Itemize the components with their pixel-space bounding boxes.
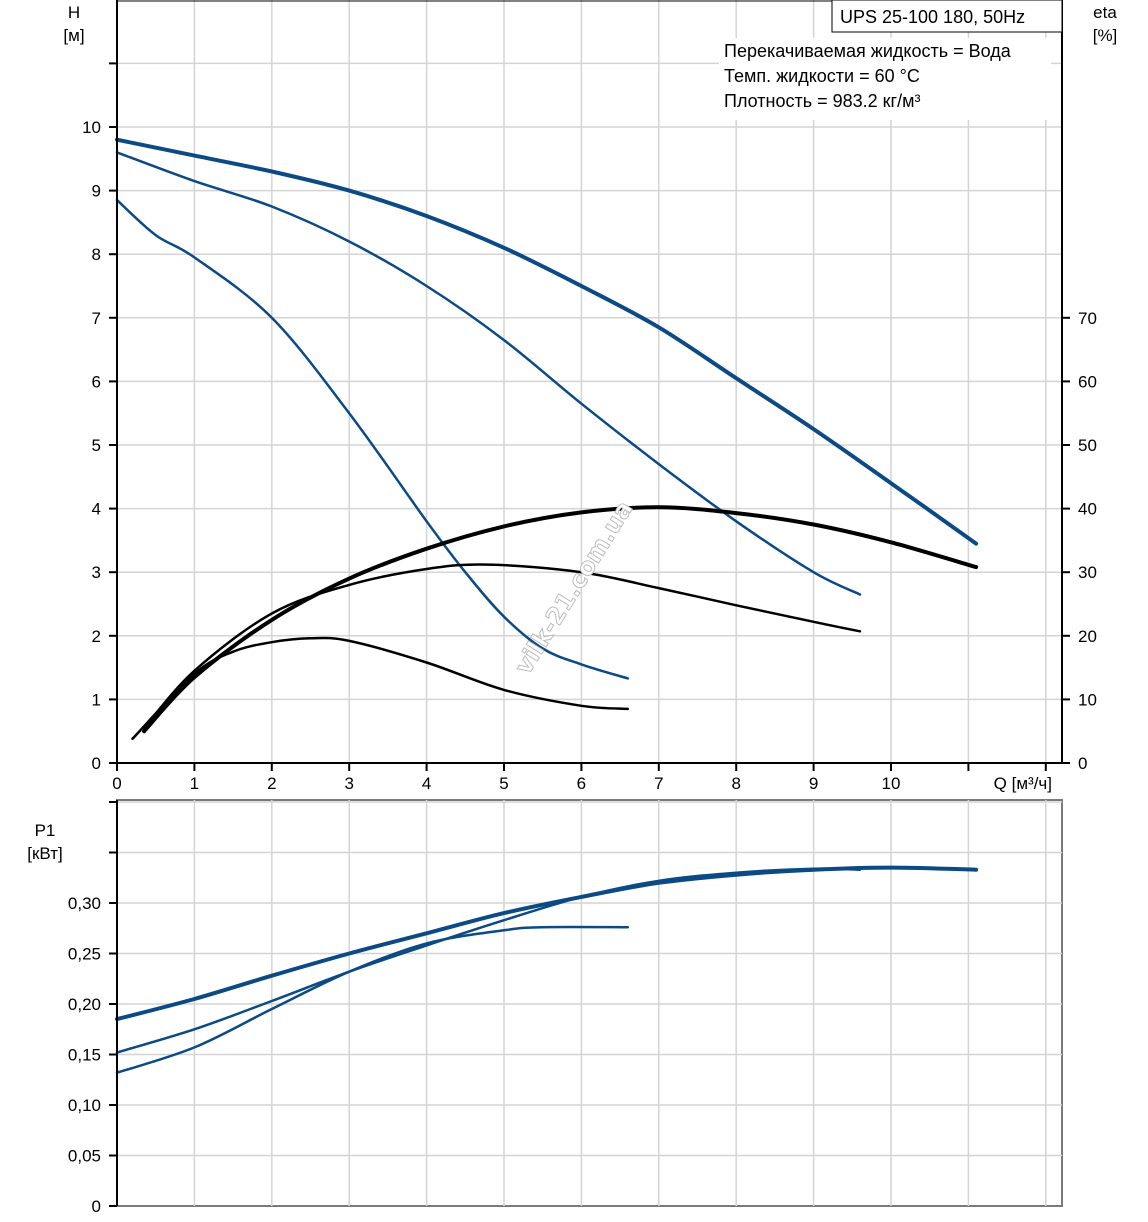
h-tick-label: 0	[92, 754, 101, 773]
p1-speed-1-curve	[115, 925, 630, 1074]
p1-axes: 0 0,05 0,10 0,15 0,20 0,25 0,30	[68, 800, 118, 1216]
h-tick-label: 6	[92, 372, 101, 391]
title-box	[831, 0, 1063, 33]
h-tick-label: 5	[92, 436, 101, 455]
info-box-bg	[719, 38, 1051, 120]
h-tick-label: 10	[82, 118, 101, 137]
eta-speed-2-curve	[142, 563, 862, 730]
eta-tick-label: 0	[1078, 754, 1087, 773]
p1-tick-label: 0,15	[68, 1046, 101, 1065]
h-tick-label: 3	[92, 563, 101, 582]
q-tick-label: 6	[577, 774, 586, 793]
p1-axis-title: P1	[35, 821, 56, 840]
eta-tick-label: 30	[1078, 563, 1097, 582]
q-axis-title: Q [м³/ч]	[994, 774, 1052, 793]
h-axis-title: H	[68, 3, 80, 22]
eta-tick-label: 40	[1078, 500, 1097, 519]
p1-plot-area	[116, 799, 1063, 1207]
q-tick-label: 7	[654, 774, 663, 793]
h-tick-label: 7	[92, 309, 101, 328]
eta-speed-3-curve	[142, 505, 979, 734]
q-tick-label: 8	[731, 774, 740, 793]
qh-series-group	[115, 137, 979, 741]
p1-series-group	[115, 865, 979, 1074]
h-axis-unit: [м]	[63, 26, 84, 45]
h-tick-label: 4	[92, 500, 101, 519]
h-tick-label: 2	[92, 627, 101, 646]
p1-tick-label: 0,30	[68, 894, 101, 913]
eta-tick-label: 60	[1078, 372, 1097, 391]
p1-grid	[116, 799, 1063, 1207]
eta-tick-label: 50	[1078, 436, 1097, 455]
eta-tick-label: 70	[1078, 309, 1097, 328]
q-tick-label: 0	[112, 774, 121, 793]
qh-axes: 0 1 2 3 4 5 6 7 8 9 10 0 10 20 30 40 50 60 70 0 1 2 3 4 5 6 7 8 9 10	[82, 0, 1097, 793]
p1-tick-label: 0	[92, 1197, 101, 1216]
p1-tick-label: 0,10	[68, 1096, 101, 1115]
q-tick-label: 10	[882, 774, 901, 793]
q-tick-label: 5	[499, 774, 508, 793]
chart-title: UPS 25-100 180, 50Hz	[840, 7, 1025, 27]
p1-tick-label: 0,05	[68, 1147, 101, 1166]
q-tick-label: 3	[344, 774, 353, 793]
h-speed-1-curve	[115, 198, 630, 680]
p1-axis-unit: [кВт]	[27, 844, 62, 863]
info-temperature: Темп. жидкости = 60 °C	[724, 66, 920, 86]
info-liquid: Перекачиваемая жидкость = Вода	[724, 41, 1012, 61]
info-density: Плотность = 983.2 кг/м³	[724, 91, 920, 111]
eta-axis-title: eta	[1093, 3, 1117, 22]
qh-grid	[117, 0, 1062, 763]
h-speed-2-curve	[115, 151, 862, 596]
p1-tick-label: 0,20	[68, 995, 101, 1014]
q-tick-label: 4	[422, 774, 431, 793]
eta-speed-1-curve	[131, 636, 630, 741]
eta-tick-label: 10	[1078, 690, 1097, 709]
q-tick-label: 2	[267, 774, 276, 793]
eta-axis-unit: [%]	[1093, 26, 1118, 45]
q-tick-label: 9	[809, 774, 818, 793]
q-tick-label: 1	[190, 774, 199, 793]
h-tick-label: 1	[92, 690, 101, 709]
p1-speed-2-curve	[115, 867, 862, 1054]
h-tick-label: 8	[92, 245, 101, 264]
eta-tick-label: 20	[1078, 627, 1097, 646]
h-speed-3-curve	[115, 137, 979, 546]
p1-tick-label: 0,25	[68, 945, 101, 964]
h-tick-label: 9	[92, 182, 101, 201]
